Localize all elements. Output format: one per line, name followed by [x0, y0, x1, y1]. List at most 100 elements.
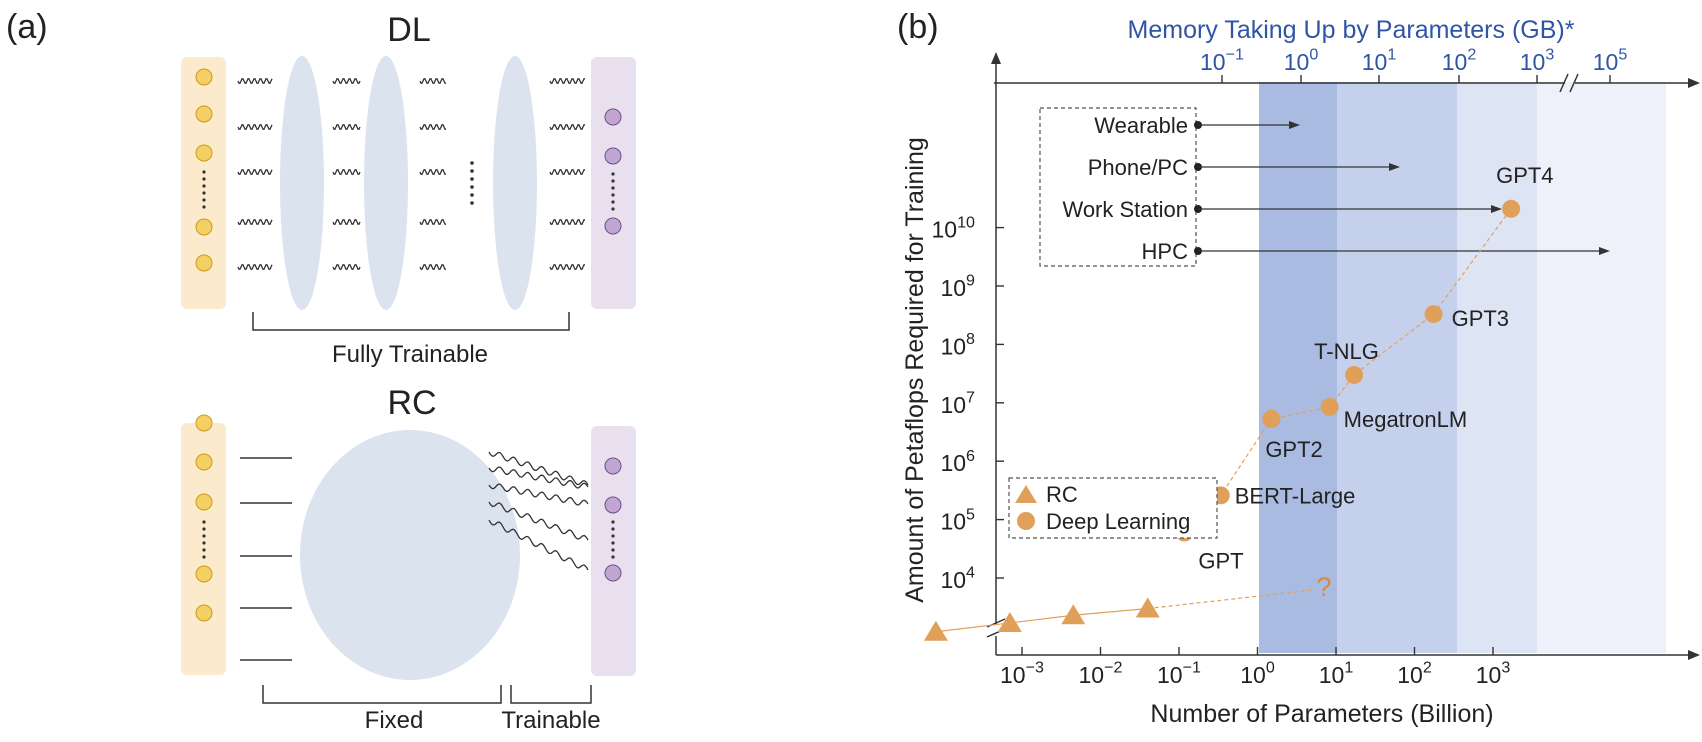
x-tick-label: 102 [1397, 659, 1432, 688]
rc-trainable-connection [488, 501, 589, 541]
legend-dl-label: Deep Learning [1046, 509, 1190, 534]
ellipsis-dot [611, 207, 615, 211]
ellipsis-dot [611, 186, 615, 190]
panel-b-label: (b) [897, 8, 939, 46]
device-legend-box [1039, 107, 1197, 267]
y-tick-label: 109 [940, 272, 975, 301]
ellipsis-dot [202, 555, 206, 559]
device-label: Work Station [1062, 197, 1188, 222]
dl-connection [332, 219, 361, 225]
dl-point-label: GPT [1198, 549, 1243, 574]
rc-title: RC [387, 384, 436, 422]
device-label: Phone/PC [1088, 155, 1188, 180]
top-axis-title: Memory Taking Up by Parameters (GB)* [1128, 16, 1575, 44]
ellipsis-dot [611, 534, 615, 538]
rc-reservoir [300, 430, 520, 680]
x-tick-label: 10−3 [1000, 659, 1044, 688]
ellipsis-dot [202, 198, 206, 202]
legend-rc-marker [1015, 485, 1037, 503]
x-axis-title: Number of Parameters (Billion) [1150, 700, 1493, 728]
dl-connection [419, 219, 446, 225]
chart-series: GPT BERT-Large GPT2 MegatronLM T-NLG GPT3 GPT4 [923, 163, 1554, 641]
dl-title: DL [387, 11, 430, 49]
legend-dl-marker [1017, 512, 1035, 530]
neuron-node [195, 68, 213, 86]
neuron-node [195, 105, 213, 123]
dl-connection [332, 78, 361, 84]
x-tick-label: 10−2 [1079, 659, 1123, 688]
y-tick-label: 107 [940, 388, 975, 417]
y-tick-label: 108 [940, 330, 975, 359]
main-axes [986, 62, 1690, 656]
dl-point-label: GPT4 [1496, 163, 1553, 188]
neuron-node [195, 453, 213, 471]
ellipsis-dot [202, 520, 206, 524]
dl-output-layer [591, 57, 636, 309]
top-axis-arrowhead [1688, 78, 1700, 88]
band-hpc [1537, 82, 1666, 653]
dl-circle-marker [1345, 365, 1364, 384]
ellipsis-dot [202, 527, 206, 531]
device-arrowhead [1389, 163, 1400, 171]
rc-series-line [935, 607, 1148, 633]
device-arrowhead [1491, 205, 1502, 213]
device-arrowhead [1599, 247, 1610, 255]
device-rows: Wearable Phone/PC Work Station HPC [1062, 113, 1610, 264]
y-axis-ticks: 104 105 106 107 108 109 1010 [932, 213, 1004, 593]
dl-connection [549, 78, 585, 84]
ellipsis-dot [611, 200, 615, 204]
top-tick-label: 10−1 [1200, 46, 1244, 75]
dl-connection [237, 169, 273, 175]
rc-trainable-connections [488, 451, 589, 571]
neuron-node [604, 457, 622, 475]
neuron-node [604, 496, 622, 514]
panel-b: (b) Memory Taking Up by Parameters (GB)*… [897, 8, 1700, 728]
dl-point-label: GPT2 [1265, 437, 1322, 462]
rc-trainable-connection [488, 451, 589, 486]
y-tick-label: 104 [940, 564, 975, 593]
dl-point-label: BERT-Large [1235, 483, 1356, 508]
ellipsis-dot [611, 520, 615, 524]
dl-connection [549, 169, 585, 175]
ellipsis-dot [611, 541, 615, 545]
ellipsis-dot [202, 541, 206, 545]
ellipsis-dot [202, 177, 206, 181]
y-tick-label: 106 [940, 447, 975, 476]
y-axis-arrowhead [991, 52, 1001, 64]
dl-circle-marker [1502, 199, 1521, 218]
x-axis-arrowhead [1688, 650, 1700, 660]
x-tick-label: 10−1 [1157, 659, 1201, 688]
dl-connection [237, 264, 273, 270]
ellipsis-dot [202, 548, 206, 552]
rc-trainable-bracket [510, 685, 592, 704]
dl-input-layer [181, 57, 226, 309]
neuron-node [195, 254, 213, 272]
top-tick-label: 105 [1593, 46, 1628, 75]
dl-input-nodes [195, 68, 213, 272]
device-label: Wearable [1094, 113, 1188, 138]
legend-rc-label: RC [1046, 482, 1078, 507]
dl-connection [419, 78, 446, 84]
dl-connection [332, 124, 361, 130]
ellipsis-dot [611, 172, 615, 176]
series-legend-box [1008, 477, 1218, 539]
ellipsis-dot [611, 555, 615, 559]
dl-connection [237, 78, 273, 84]
dl-circle-marker [1262, 409, 1281, 428]
dl-connection [419, 124, 446, 130]
rc-input-nodes [195, 414, 213, 622]
ellipsis-dot [611, 179, 615, 183]
ellipsis-dot [202, 534, 206, 538]
dl-circle-marker [1424, 305, 1443, 324]
dl-hidden-ellipsis [470, 161, 474, 205]
rc-question-mark: ? [1316, 572, 1331, 602]
neuron-node [195, 565, 213, 583]
dl-connection [332, 169, 361, 175]
ellipsis-dot [202, 191, 206, 195]
rc-triangle-marker [1135, 597, 1160, 618]
dl-output-nodes [604, 108, 622, 235]
dl-hidden-layer-2 [364, 56, 408, 310]
dl-connection [549, 264, 585, 270]
dl-hidden-layer-1 [280, 56, 324, 310]
